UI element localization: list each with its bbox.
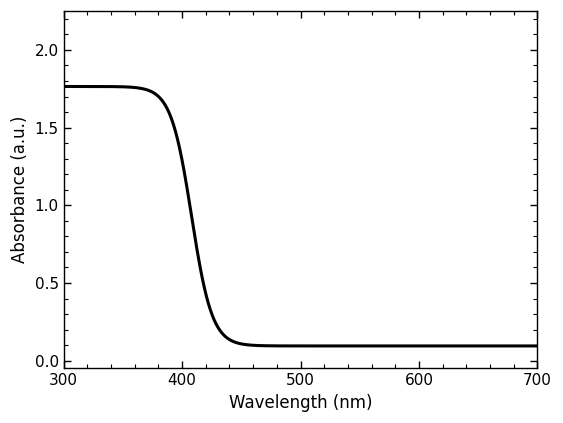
X-axis label: Wavelength (nm): Wavelength (nm) (229, 394, 372, 412)
Y-axis label: Absorbance (a.u.): Absorbance (a.u.) (11, 116, 29, 264)
